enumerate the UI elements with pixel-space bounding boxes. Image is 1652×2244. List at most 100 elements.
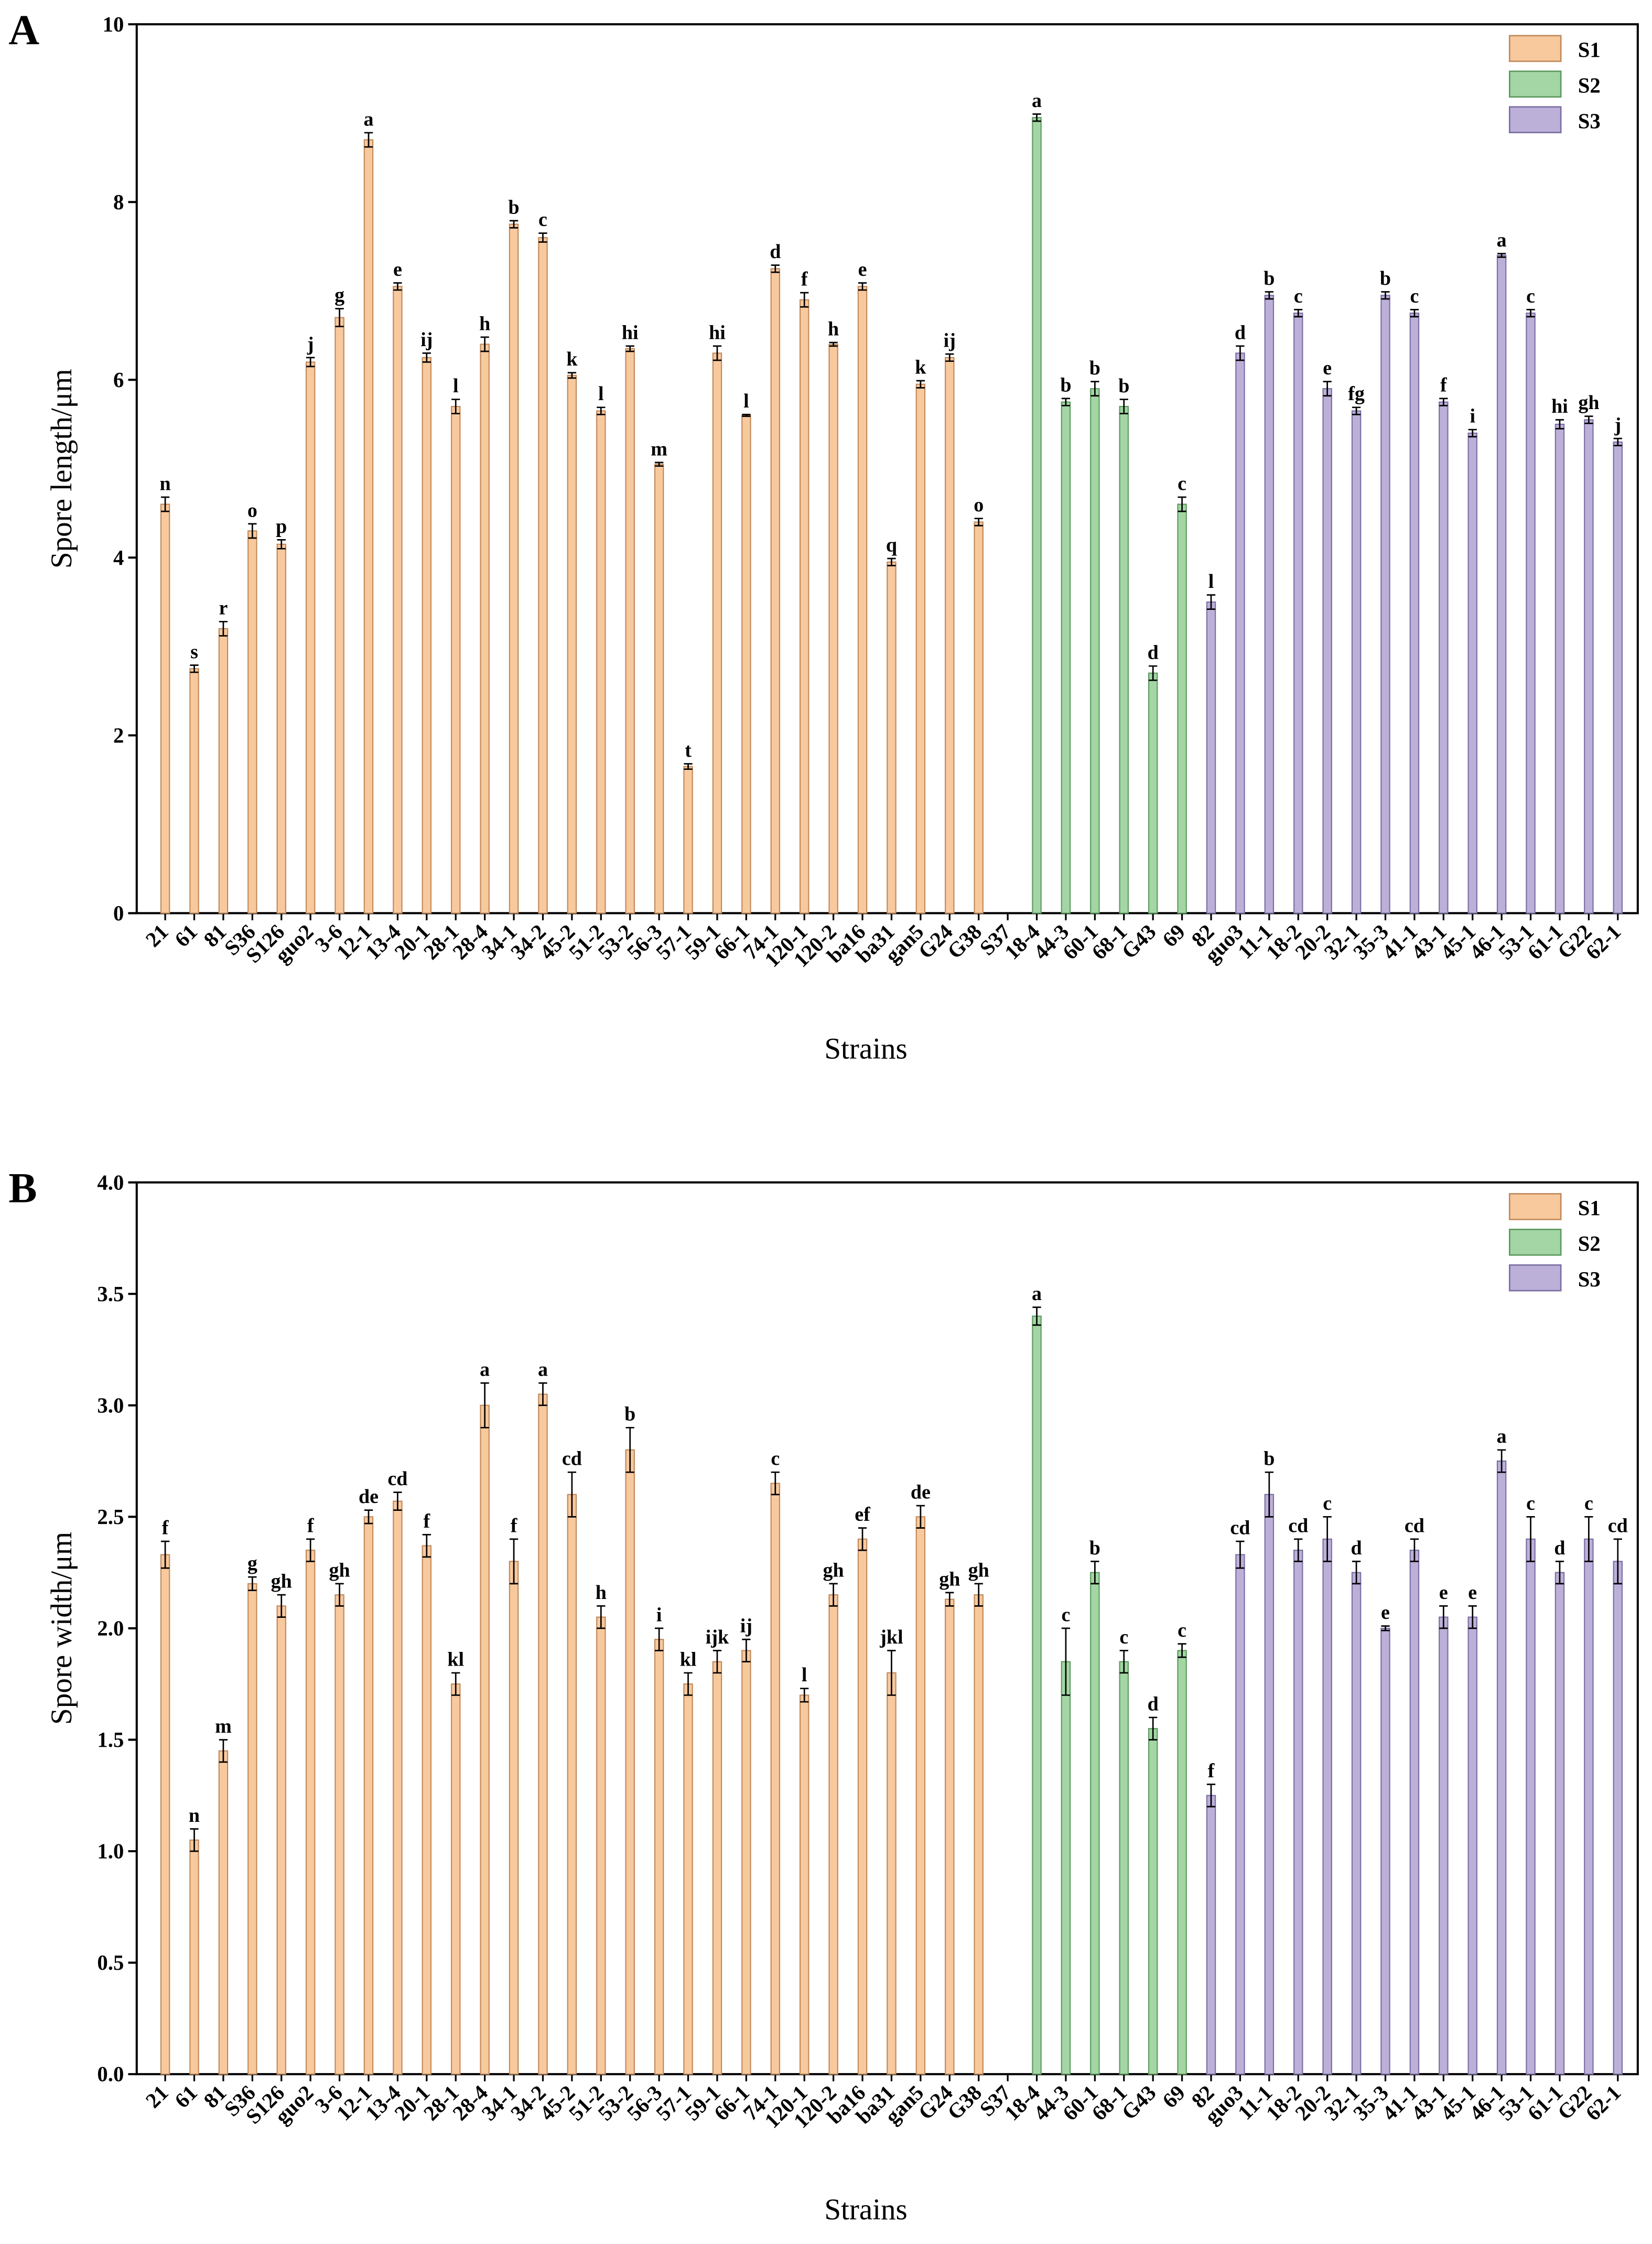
- error-bar: [1119, 1650, 1128, 1674]
- bar: [1293, 313, 1303, 914]
- significance-letter: c: [1323, 1493, 1332, 1515]
- bar: [799, 1694, 809, 2075]
- significance-letter: a: [480, 1359, 490, 1381]
- x-tick-label: 69: [1158, 920, 1190, 952]
- significance-letter: d: [1554, 1537, 1565, 1559]
- significance-letter: b: [624, 1403, 635, 1425]
- bar: [1264, 1494, 1275, 2075]
- error-bar: [422, 1533, 431, 1558]
- bar: [451, 406, 461, 914]
- significance-letter: gh: [939, 1568, 960, 1590]
- significance-letter: f: [1208, 1760, 1215, 1782]
- error-bar: [1584, 1516, 1593, 1562]
- x-axis-title: Strains: [824, 2193, 907, 2226]
- bar: [915, 1516, 926, 2075]
- error-bar: [1265, 291, 1273, 300]
- error-bar: [1381, 291, 1390, 300]
- error-bar: [277, 539, 286, 550]
- error-bar: [190, 1828, 199, 1852]
- significance-letter: c: [1410, 285, 1419, 307]
- error-bar: [625, 345, 634, 352]
- error-bar: [654, 1627, 664, 1651]
- error-bar: [1294, 309, 1303, 318]
- error-bar: [771, 264, 780, 273]
- significance-letter: n: [160, 473, 171, 495]
- bar: [480, 343, 490, 914]
- significance-letter: q: [886, 534, 897, 556]
- error-bar: [829, 341, 838, 347]
- y-tick-label: 8: [113, 190, 124, 214]
- error-bar: [771, 1471, 780, 1496]
- error-bar: [1032, 113, 1041, 122]
- significance-letter: m: [215, 1715, 232, 1737]
- bar: [276, 543, 286, 914]
- significance-letter: c: [1294, 285, 1303, 307]
- significance-letter: a: [1032, 90, 1042, 112]
- error-bar: [1090, 381, 1099, 397]
- y-tick-label: 3.5: [97, 1282, 124, 1306]
- error-bar: [1497, 253, 1506, 258]
- significance-letter: hi: [622, 321, 639, 343]
- bar: [1322, 1538, 1332, 2075]
- bar: [1206, 1795, 1216, 2075]
- error-bar: [1236, 1540, 1245, 1569]
- error-bar: [1032, 1306, 1041, 1326]
- bar: [393, 286, 403, 914]
- significance-letter: l: [453, 375, 459, 397]
- error-bar: [625, 1426, 634, 1473]
- bar: [596, 410, 606, 914]
- significance-letter: ijk: [706, 1626, 729, 1648]
- error-bar: [1555, 1561, 1564, 1585]
- error-bar: [712, 1650, 722, 1674]
- bar: [1177, 1650, 1187, 2075]
- error-bar: [1584, 415, 1593, 424]
- significance-letter: g: [247, 1553, 257, 1575]
- significance-letter: g: [334, 284, 344, 306]
- bar: [625, 348, 635, 914]
- error-bar: [1178, 1643, 1186, 1658]
- significance-letter: s: [190, 641, 198, 663]
- error-bar: [1352, 406, 1361, 415]
- significance-letter: a: [1497, 229, 1507, 251]
- x-tick-label: 61: [170, 920, 202, 952]
- significance-letter: p: [276, 516, 287, 538]
- bar: [160, 503, 170, 914]
- error-bar: [742, 414, 751, 417]
- bar: [189, 1839, 199, 2075]
- significance-letter: f: [162, 1517, 169, 1539]
- bar: [1496, 254, 1507, 914]
- bar: [363, 1516, 374, 2075]
- bar: [683, 766, 693, 914]
- error-bar: [451, 1672, 460, 1696]
- bar: [1409, 1550, 1420, 2075]
- y-axis-title: Spore width/μm: [45, 1532, 78, 1725]
- error-bar: [742, 1638, 751, 1663]
- error-bar: [1178, 496, 1186, 512]
- significance-letter: f: [511, 1515, 518, 1537]
- significance-letter: hi: [709, 321, 726, 343]
- error-bar: [1468, 1605, 1477, 1629]
- bar: [712, 1661, 722, 2075]
- bar: [770, 1483, 781, 2075]
- legend-swatch: [1509, 35, 1562, 62]
- legend-label: S3: [1578, 1268, 1601, 1291]
- significance-letter: b: [1089, 357, 1100, 379]
- bar: [1264, 295, 1275, 914]
- significance-letter: c: [538, 209, 547, 231]
- significance-letter: cd: [1608, 1515, 1628, 1537]
- legend-swatch: [1509, 70, 1562, 98]
- bar: [1584, 419, 1594, 914]
- error-bar: [335, 1583, 344, 1607]
- bar: [1293, 1550, 1303, 2075]
- error-bar: [829, 1583, 838, 1607]
- error-bar: [1206, 1784, 1216, 1808]
- error-bar: [1294, 1538, 1303, 1562]
- significance-letter: b: [1060, 374, 1071, 396]
- significance-letter: gh: [271, 1571, 292, 1593]
- error-bar: [1323, 1516, 1332, 1562]
- y-tick-label: 0.0: [97, 2063, 124, 2086]
- significance-letter: c: [1062, 1604, 1071, 1626]
- chart-panel: A0246810216181S36S126guo23-612-113-420-1…: [8, 6, 1639, 1065]
- significance-letter: l: [743, 390, 749, 412]
- x-tick-label: 61: [170, 2081, 202, 2113]
